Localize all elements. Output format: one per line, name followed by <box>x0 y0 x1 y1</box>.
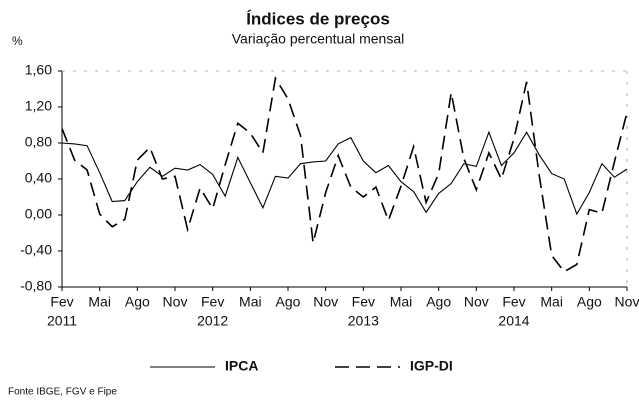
y-tick-label: 0,40 <box>25 170 52 186</box>
x-tick-label: Mai <box>88 294 111 310</box>
x-tick-label: Fev <box>201 294 224 310</box>
x-tick-label: Mai <box>239 294 262 310</box>
y-tick-label: 0,80 <box>25 134 52 150</box>
x-tick-label: Nov <box>313 294 338 310</box>
year-label: 2011 <box>47 313 77 329</box>
legend-label: IPCA <box>225 358 258 374</box>
x-tick-label: Nov <box>464 294 489 310</box>
year-label: 2012 <box>197 313 228 329</box>
series-line <box>61 130 628 216</box>
x-tick-label: Nov <box>615 294 639 310</box>
y-unit: % <box>12 34 23 48</box>
source: Fonte IBGE, FGV e Fipe <box>8 387 117 398</box>
x-tick-label: Ago <box>426 294 451 310</box>
x-tick-label: Fev <box>352 294 375 310</box>
x-tick-label: Nov <box>163 294 188 310</box>
y-tick-label: -0,40 <box>20 242 52 258</box>
x-tick-label: Fev <box>50 294 73 310</box>
y-tick-label: 1,20 <box>25 98 52 114</box>
year-label: 2013 <box>348 313 379 329</box>
legend-label: IGP-DI <box>410 358 453 374</box>
x-tick-label: Ago <box>276 294 301 310</box>
year-label: 2014 <box>498 313 529 329</box>
y-tick-label: 1,60 <box>25 62 52 78</box>
y-tick-label: 0,00 <box>25 206 52 222</box>
chart-subtitle: Variação percentual mensal <box>232 31 405 47</box>
x-tick-label: Mai <box>390 294 413 310</box>
x-tick-label: Fev <box>502 294 525 310</box>
x-tick-label: Mai <box>540 294 563 310</box>
x-tick-label: Ago <box>577 294 602 310</box>
series-line <box>61 75 628 273</box>
x-tick-label: Ago <box>125 294 150 310</box>
y-tick-label: -0,80 <box>20 278 52 294</box>
chart-title: Índices de preços <box>246 9 390 28</box>
